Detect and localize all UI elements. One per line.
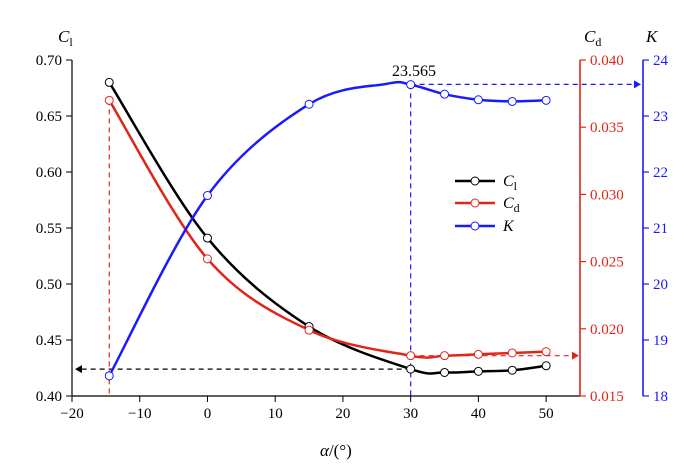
- data-point-1: [440, 351, 450, 361]
- data-point-1: [104, 95, 114, 105]
- cd-tick-label: 0.020: [590, 322, 624, 338]
- x-tick-label: 10: [268, 406, 283, 422]
- left-tick-label: 0.60: [36, 165, 62, 181]
- k-tick-label: 21: [653, 221, 668, 237]
- cd-tick-label: 0.035: [590, 120, 624, 136]
- x-tick-label: 20: [335, 406, 350, 422]
- data-point-0: [507, 365, 517, 375]
- data-point-1: [304, 325, 314, 335]
- data-point-1: [406, 351, 416, 361]
- left-tick-label: 0.70: [36, 53, 62, 69]
- k-tick-label: 19: [653, 333, 668, 349]
- cl-level-arrow: [75, 365, 82, 374]
- cd-tick-label: 0.040: [590, 53, 624, 69]
- k-axis-title: K: [645, 27, 659, 46]
- data-point-0: [473, 366, 483, 376]
- data-point-2: [507, 96, 517, 106]
- data-point-2: [541, 95, 551, 105]
- cd-tick-label: 0.015: [590, 389, 624, 405]
- k-tick-label: 22: [653, 165, 668, 181]
- legend-k-label: K: [502, 218, 515, 235]
- data-point-0: [440, 367, 450, 377]
- cd-axis-title: Cd: [584, 27, 601, 49]
- left-tick-label: 0.45: [36, 333, 62, 349]
- left-tick-label: 0.55: [36, 221, 62, 237]
- x-tick-label: 0: [204, 406, 212, 422]
- data-point-1: [473, 349, 483, 359]
- guide-lines: [75, 80, 641, 396]
- ticks: −20 −10 0 10 20 30 40 50 0.40 0.45 0.50 0.55 0.60 0.6…: [36, 53, 669, 422]
- peak-label: 23.565: [392, 63, 436, 80]
- x-tick-label: 50: [539, 406, 554, 422]
- data-point-1: [507, 348, 517, 358]
- left-tick-label: 0.50: [36, 277, 62, 293]
- data-point-2: [440, 89, 450, 99]
- series-markers: [104, 77, 551, 381]
- series-line-2: [108, 80, 547, 377]
- legend-k-marker: [470, 221, 480, 231]
- left-tick-label: 0.40: [36, 389, 62, 405]
- cd-tick-label: 0.025: [590, 255, 624, 271]
- data-point-0: [406, 364, 416, 374]
- legend-cl-label: Cl: [503, 173, 518, 193]
- series-curves: [108, 80, 547, 377]
- k-tick-label: 18: [653, 389, 668, 405]
- left-tick-label: 0.65: [36, 109, 62, 125]
- k-tick-label: 24: [653, 53, 669, 69]
- legend-cl-marker: [470, 176, 480, 186]
- series-line-1: [108, 99, 547, 359]
- data-point-1: [202, 254, 212, 264]
- legend-cd-label: Cd: [503, 195, 520, 215]
- k-tick-label: 23: [653, 109, 668, 125]
- data-point-2: [104, 371, 114, 381]
- x-tick-label: 40: [471, 406, 486, 422]
- data-point-0: [541, 361, 551, 371]
- data-point-1: [541, 347, 551, 357]
- legend: Cl Cd K: [455, 173, 520, 235]
- legend-cd-marker: [470, 198, 480, 208]
- legend-item-cl: Cl: [455, 173, 518, 193]
- legend-item-cd: Cd: [455, 195, 520, 215]
- cd-level-arrow: [572, 351, 579, 360]
- data-point-2: [202, 191, 212, 201]
- series-line-0: [108, 81, 547, 375]
- data-point-2: [473, 95, 483, 105]
- k-peak-arrow: [634, 80, 641, 89]
- x-tick-label: 30: [403, 406, 418, 422]
- x-tick-label: −20: [60, 406, 83, 422]
- legend-item-k: K: [455, 218, 515, 235]
- data-point-2: [406, 80, 416, 90]
- x-tick-label: −10: [128, 406, 151, 422]
- data-point-2: [304, 99, 314, 109]
- x-axis-title: α/(°): [320, 441, 352, 460]
- left-axis-title: Cl: [58, 27, 73, 49]
- data-point-0: [202, 233, 212, 243]
- data-point-0: [104, 77, 114, 87]
- cd-tick-label: 0.030: [590, 187, 624, 203]
- annotation: 23.565: [392, 63, 436, 80]
- axis-titles: Cl Cd K α/(°): [58, 27, 659, 460]
- k-tick-label: 20: [653, 277, 668, 293]
